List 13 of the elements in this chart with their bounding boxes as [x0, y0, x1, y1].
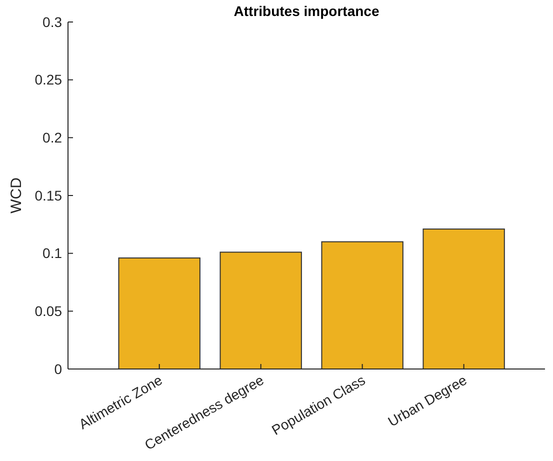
bar	[422, 228, 505, 370]
y-tick-label: 0	[54, 360, 62, 377]
chart-title: Attributes importance	[234, 3, 380, 19]
y-tick-label: 0.1	[42, 245, 62, 262]
bar	[220, 252, 302, 370]
y-tick-label: 0.05	[34, 303, 62, 320]
y-tick-label: 0.15	[34, 187, 62, 204]
bar	[118, 257, 200, 370]
y-tick-label: 0.25	[34, 72, 62, 88]
y-tick-label: 0.2	[42, 130, 62, 146]
y-tick-label: 0.3	[42, 14, 62, 30]
bar	[321, 241, 404, 370]
y-axis-title: WCD	[8, 177, 25, 214]
